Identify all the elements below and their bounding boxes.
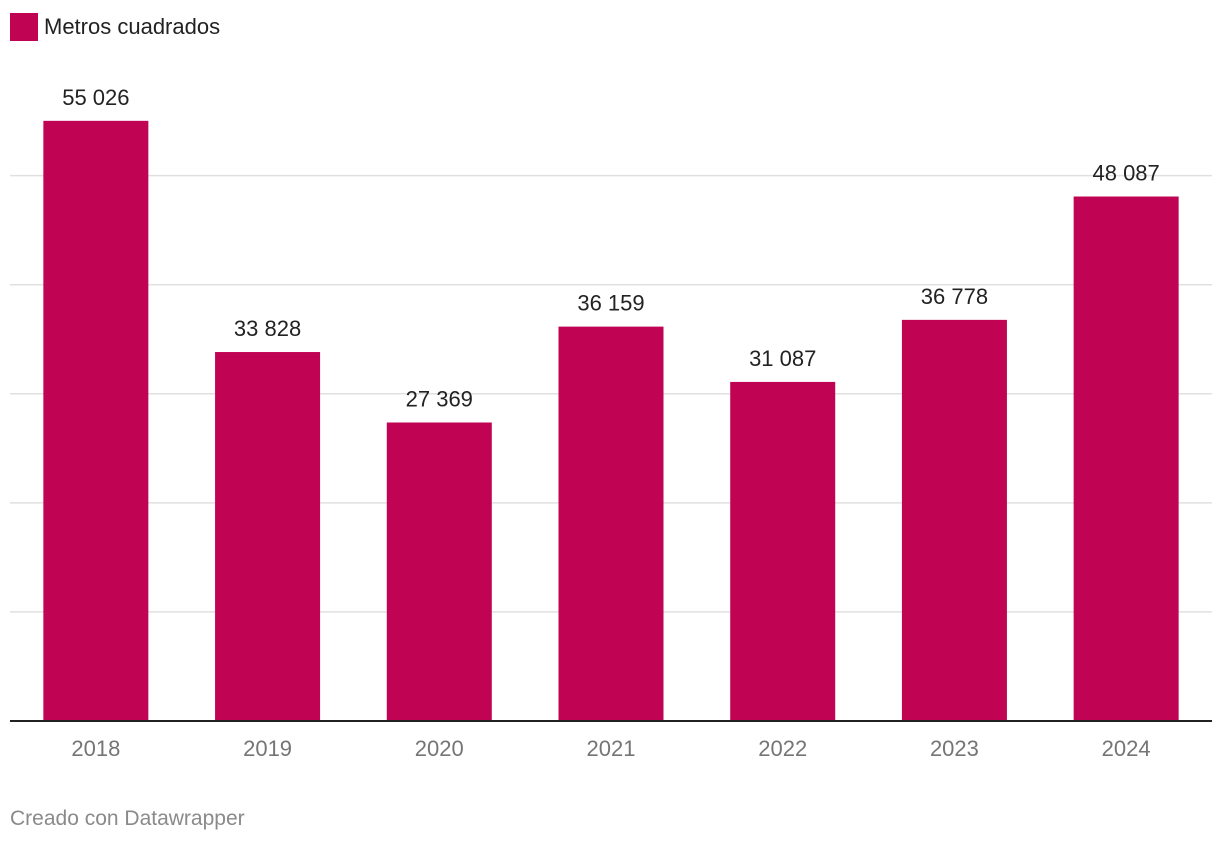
data-label-2024: 48 087 xyxy=(1092,161,1159,186)
bar-2021 xyxy=(558,326,664,721)
data-label-2022: 31 087 xyxy=(749,346,816,371)
bar-2024 xyxy=(1073,196,1179,722)
x-tick-label-2022: 2022 xyxy=(758,736,807,761)
bar-2019 xyxy=(215,352,321,721)
bar-2022 xyxy=(730,381,836,721)
footer-credit: Creado con Datawrapper xyxy=(10,807,245,830)
data-label-2018: 55 026 xyxy=(62,85,129,110)
x-tick-label-2020: 2020 xyxy=(415,736,464,761)
x-tick-label-2021: 2021 xyxy=(587,736,636,761)
x-tick-label-2023: 2023 xyxy=(930,736,979,761)
legend-label: Metros cuadrados xyxy=(44,14,221,39)
legend: Metros cuadrados xyxy=(10,12,220,42)
data-label-2020: 27 369 xyxy=(406,386,473,411)
x-tick-label-2018: 2018 xyxy=(71,736,120,761)
data-label-2023: 36 778 xyxy=(921,284,988,309)
x-tick-label-2024: 2024 xyxy=(1102,736,1151,761)
bar-2023 xyxy=(901,319,1007,721)
legend-swatch xyxy=(10,13,38,41)
data-label-2019: 33 828 xyxy=(234,316,301,341)
bar-2020 xyxy=(386,422,492,721)
bar-2018 xyxy=(43,120,149,721)
data-label-2021: 36 159 xyxy=(577,291,644,316)
x-tick-label-2019: 2019 xyxy=(243,736,292,761)
